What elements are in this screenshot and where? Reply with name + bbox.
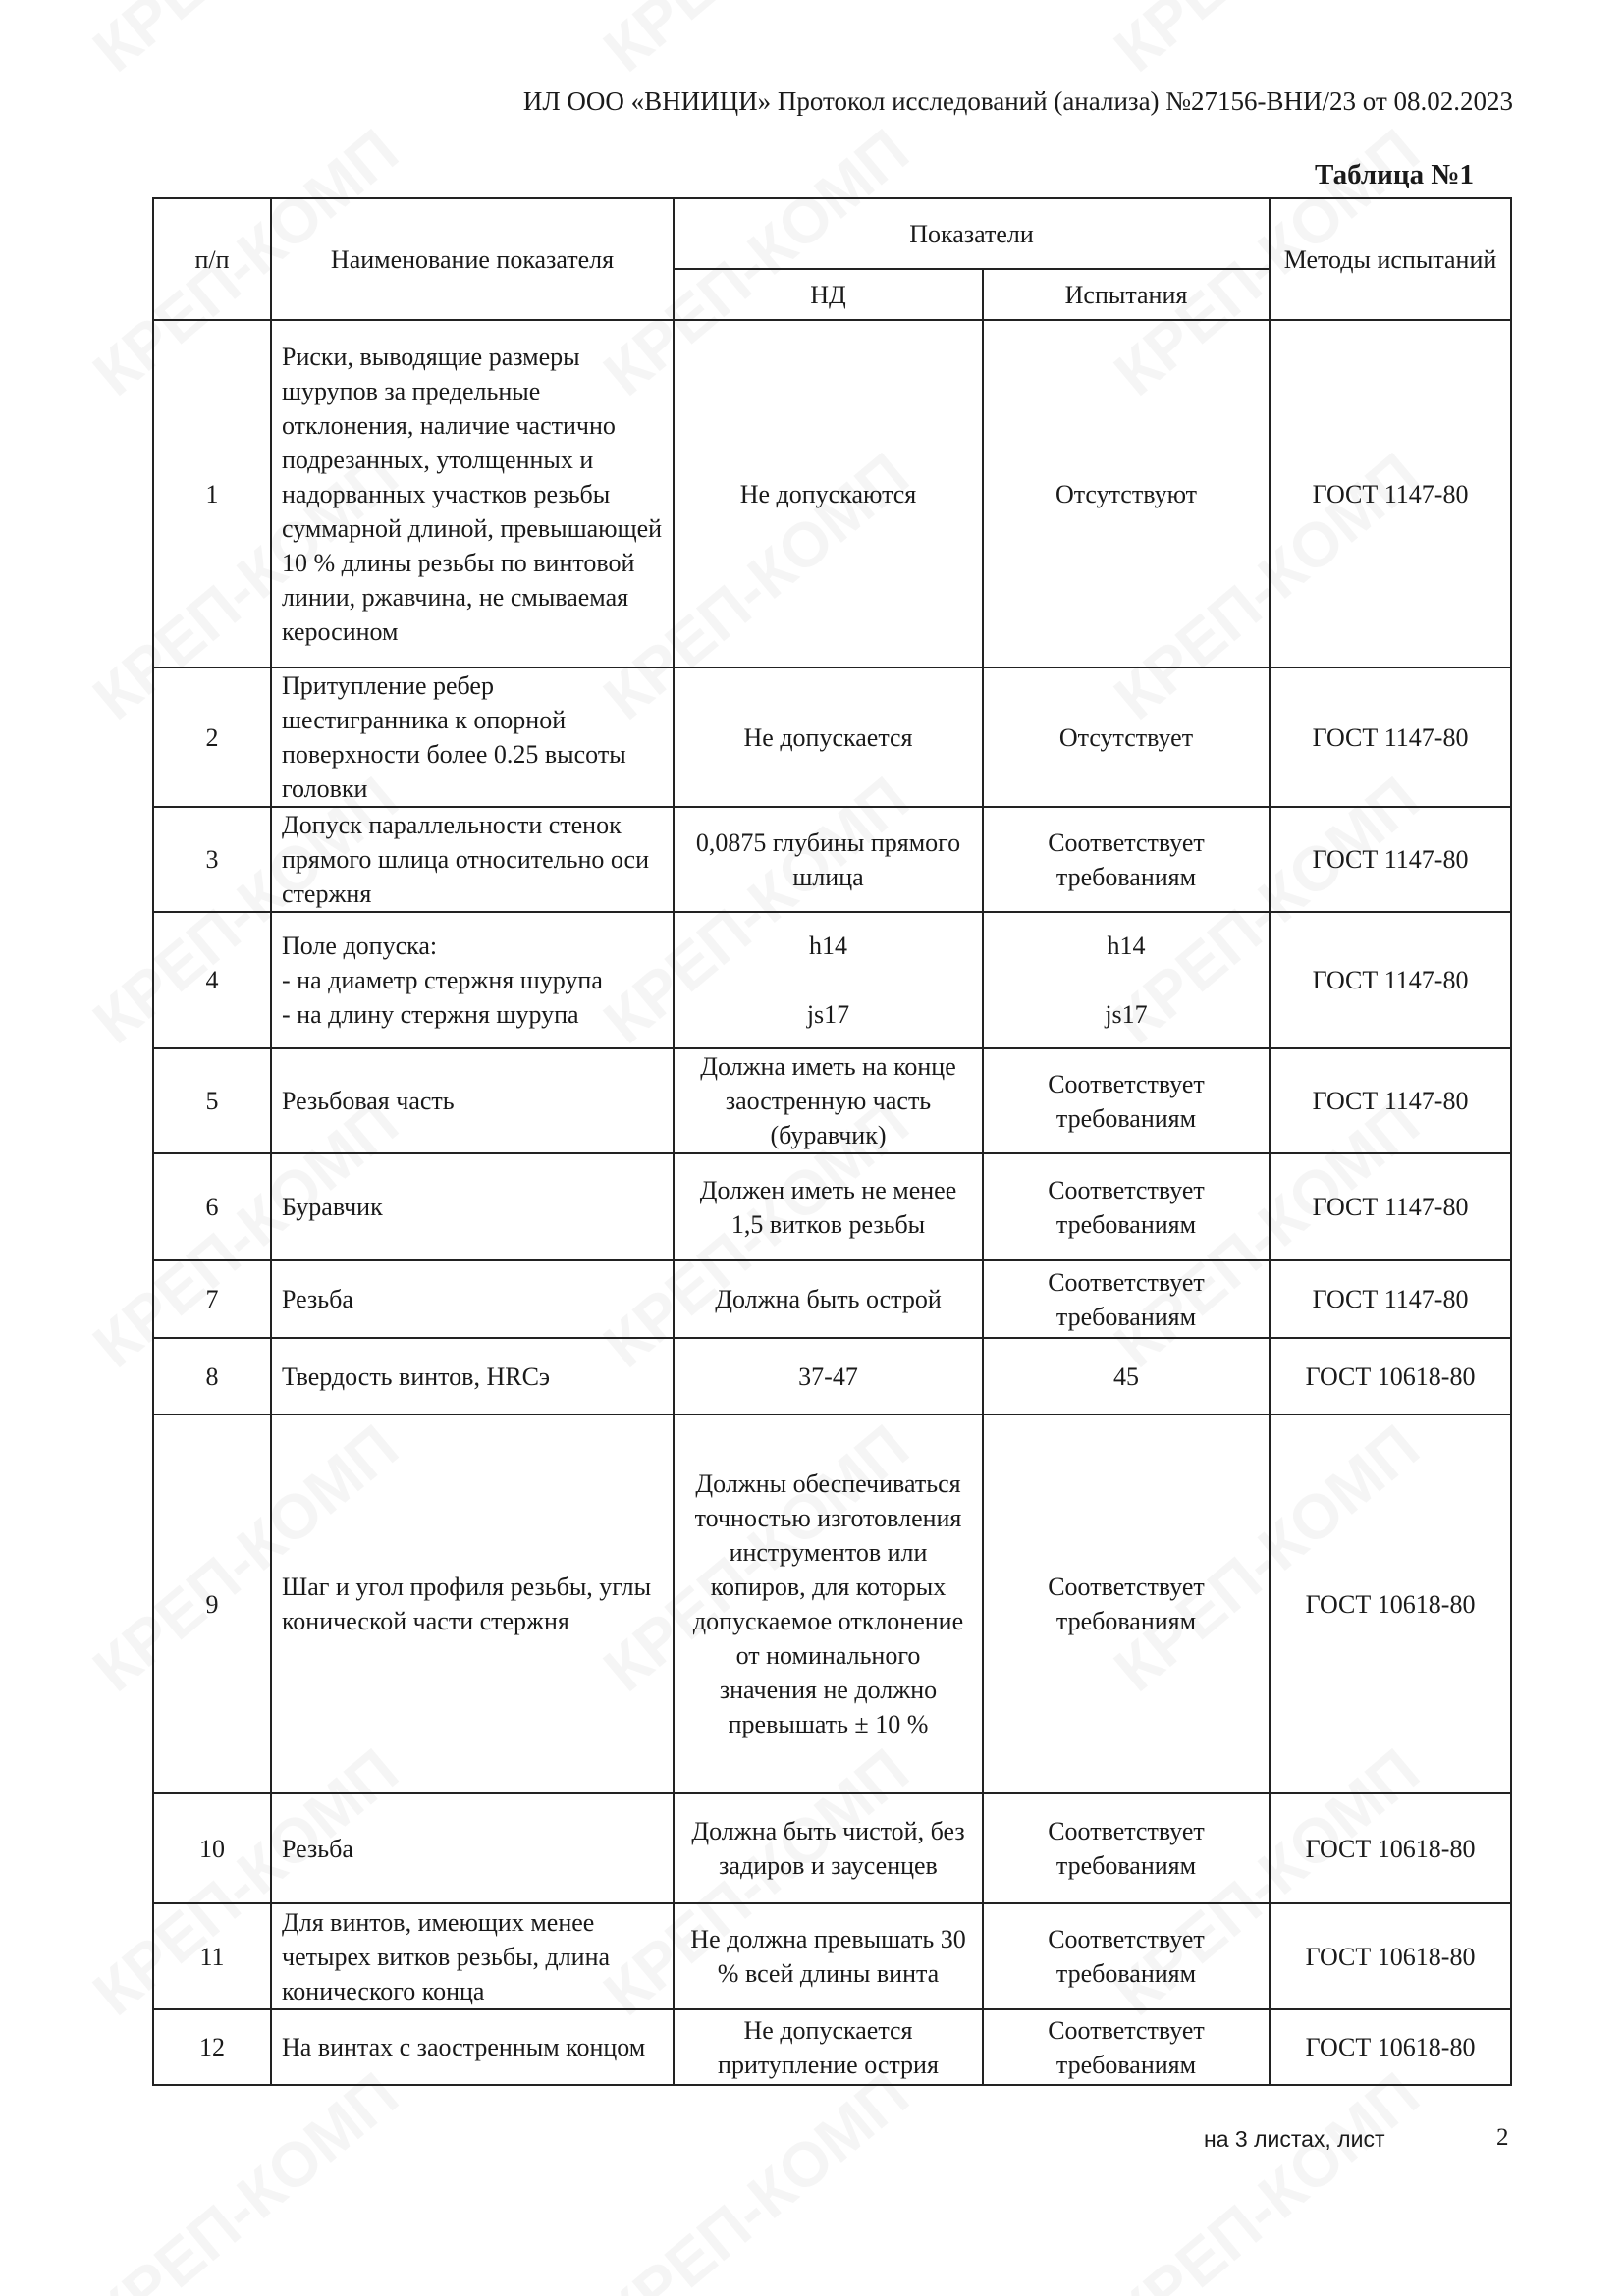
row-test-result: Соответствует требованиям xyxy=(981,806,1271,913)
watermark-logo: КРЕП-КОМП xyxy=(590,0,923,85)
row-number: 2 xyxy=(152,667,272,808)
row-test-result: Соответствует требованиям xyxy=(981,1414,1271,1794)
row-indicator-name: Поле допуска: - на диаметр стержня шуруп… xyxy=(270,911,675,1049)
watermark-logo: КРЕП-КОМП xyxy=(1611,1411,1623,1705)
watermark-logo: КРЕП-КОМП xyxy=(1101,0,1434,85)
row-test-method: ГОСТ 10618-80 xyxy=(1269,2008,1513,2086)
watermark-logo: КРЕП-КОМП xyxy=(80,2058,411,2296)
row-test-result: Соответствует требованиям xyxy=(981,1152,1271,1261)
row-nd-value: 0,0875 глубины прямого шлица xyxy=(673,806,984,913)
col-num-header: п/п xyxy=(152,197,272,321)
row-test-method: ГОСТ 1147-80 xyxy=(1269,911,1513,1049)
row-number: 8 xyxy=(152,1337,272,1415)
row-test-result: Отсутствуют xyxy=(981,319,1271,668)
row-nd-value: Должна быть острой xyxy=(673,1259,984,1339)
table-row: 5 Резьбовая часть Должна иметь на конце за… xyxy=(152,1047,1513,1154)
row-test-method: ГОСТ 1147-80 xyxy=(1269,667,1513,808)
row-test-method: ГОСТ 1147-80 xyxy=(1269,1259,1513,1339)
table-row: 9 Шаг и угол профиля резьбы, углы коничес… xyxy=(152,1414,1513,1794)
row-nd-value: h14 js17 xyxy=(673,911,984,1049)
row-nd-value: Должен иметь не менее 1,5 витков резьбы xyxy=(673,1152,984,1261)
watermark-logo: КРЕП-КОМП xyxy=(1611,439,1623,733)
row-test-method: ГОСТ 10618-80 xyxy=(1269,1337,1513,1415)
row-test-result: Соответствует требованиям xyxy=(981,1259,1271,1339)
row-indicator-name: Резьба xyxy=(270,1259,675,1339)
row-indicator-name: Притупление ребер шестигранника к опорно… xyxy=(270,667,675,808)
watermark-logo: КРЕП-КОМП xyxy=(1611,0,1623,85)
table-row: 4 Поле допуска: - на диаметр стержня шуру… xyxy=(152,911,1513,1049)
footer-sheets-label: на 3 листах, лист xyxy=(1204,2126,1385,2152)
row-indicator-name: Резьбовая часть xyxy=(270,1047,675,1154)
row-nd-value: Не допускается притупление острия xyxy=(673,2008,984,2086)
footer-page-number: 2 xyxy=(1496,2124,1509,2151)
watermark-logo: КРЕП-КОМП xyxy=(1101,2058,1433,2296)
row-test-method: ГОСТ 1147-80 xyxy=(1269,806,1513,913)
row-test-result: Соответствует требованиям xyxy=(981,1792,1271,1904)
row-test-method: ГОСТ 10618-80 xyxy=(1269,1902,1513,2010)
row-test-method: ГОСТ 10618-80 xyxy=(1269,1792,1513,1904)
row-number: 12 xyxy=(152,2008,272,2086)
results-table: п/п Наименование показателя Показатели М… xyxy=(152,197,1513,2086)
row-test-method: ГОСТ 10618-80 xyxy=(1269,1414,1513,1794)
row-test-method: ГОСТ 1147-80 xyxy=(1269,1047,1513,1154)
row-test-method: ГОСТ 1147-80 xyxy=(1269,319,1513,668)
row-test-method: ГОСТ 1147-80 xyxy=(1269,1152,1513,1261)
table-row: 2 Притупление ребер шестигранника к опорн… xyxy=(152,667,1513,808)
row-indicator-name: Для винтов, имеющих менее четырех витков… xyxy=(270,1902,675,2010)
row-number: 11 xyxy=(152,1902,272,2010)
row-indicator-name: Риски, выводящие размеры шурупов за пред… xyxy=(270,319,675,668)
row-number: 5 xyxy=(152,1047,272,1154)
table-row: 12 На винтах с заостренным концом Не допус… xyxy=(152,2008,1513,2086)
table-row: 8 Твердость винтов, HRCэ 37-47 45 ГОСТ 10618… xyxy=(152,1337,1513,1415)
watermark-logo: КРЕП-КОМП xyxy=(1611,115,1623,409)
document-header: ИЛ ООО «ВНИИЦИ» Протокол исследований (а… xyxy=(522,86,1513,116)
row-test-result: Соответствует требованиям xyxy=(981,1902,1271,2010)
table-row: 3 Допуск параллельности стенок прямого шл… xyxy=(152,806,1513,913)
watermark-logo: КРЕП-КОМП xyxy=(1611,1087,1623,1381)
table-row: 1 Риски, выводящие размеры шурупов за пре… xyxy=(152,319,1513,668)
row-number: 1 xyxy=(152,319,272,668)
row-number: 6 xyxy=(152,1152,272,1261)
row-nd-value: Должна быть чистой, без задиров и заусен… xyxy=(673,1792,984,1904)
row-test-result: Отсутствует xyxy=(981,667,1271,808)
row-number: 4 xyxy=(152,911,272,1049)
col-nd-header: НД xyxy=(673,268,984,321)
col-indicators-header: Показатели xyxy=(672,197,1271,270)
col-methods-header: Методы испытаний xyxy=(1269,197,1513,321)
watermark-logo: КРЕП-КОМП xyxy=(590,2058,922,2296)
row-number: 10 xyxy=(152,1792,272,1904)
table-row: 11 Для винтов, имеющих менее четырех витк… xyxy=(152,1902,1513,2010)
row-indicator-name: Допуск параллельности стенок прямого шли… xyxy=(270,806,675,913)
row-test-result: 45 xyxy=(981,1337,1271,1415)
row-test-result: h14 js17 xyxy=(981,911,1271,1049)
watermark-logo: КРЕП-КОМП xyxy=(1611,2058,1623,2296)
watermark-logo: КРЕП-КОМП xyxy=(1611,763,1623,1057)
row-nd-value: Не должна превышать 30 % всей длины винт… xyxy=(673,1902,984,2010)
row-indicator-name: Буравчик xyxy=(270,1152,675,1261)
row-nd-value: Должны обеспечиваться точностью изготовл… xyxy=(673,1414,984,1794)
row-number: 7 xyxy=(152,1259,272,1339)
row-indicator-name: Резьба xyxy=(270,1792,675,1904)
row-nd-value: Должна иметь на конце заостренную часть … xyxy=(673,1047,984,1154)
watermark-logo: КРЕП-КОМП xyxy=(80,0,412,85)
row-indicator-name: На винтах с заостренным концом xyxy=(270,2008,675,2086)
table-row: 10 Резьба Должна быть чистой, без задиров … xyxy=(152,1792,1513,1904)
table-caption: Таблица №1 xyxy=(1315,159,1474,190)
watermark-logo: КРЕП-КОМП xyxy=(1611,1735,1623,2029)
col-test-header: Испытания xyxy=(981,268,1271,321)
row-indicator-name: Твердость винтов, HRCэ xyxy=(270,1337,675,1415)
row-test-result: Соответствует требованиям xyxy=(981,1047,1271,1154)
table-row: 7 Резьба Должна быть острой Соответствует т… xyxy=(152,1259,1513,1339)
row-number: 3 xyxy=(152,806,272,913)
row-nd-value: Не допускается xyxy=(673,667,984,808)
row-nd-value: 37-47 xyxy=(673,1337,984,1415)
col-name-header: Наименование показателя xyxy=(270,197,675,321)
row-number: 9 xyxy=(152,1414,272,1794)
row-nd-value: Не допускаются xyxy=(673,319,984,668)
row-indicator-name: Шаг и угол профиля резьбы, углы коническ… xyxy=(270,1414,675,1794)
table-row: 6 Буравчик Должен иметь не менее 1,5 витко… xyxy=(152,1152,1513,1261)
row-test-result: Соответствует требованиям xyxy=(981,2008,1271,2086)
